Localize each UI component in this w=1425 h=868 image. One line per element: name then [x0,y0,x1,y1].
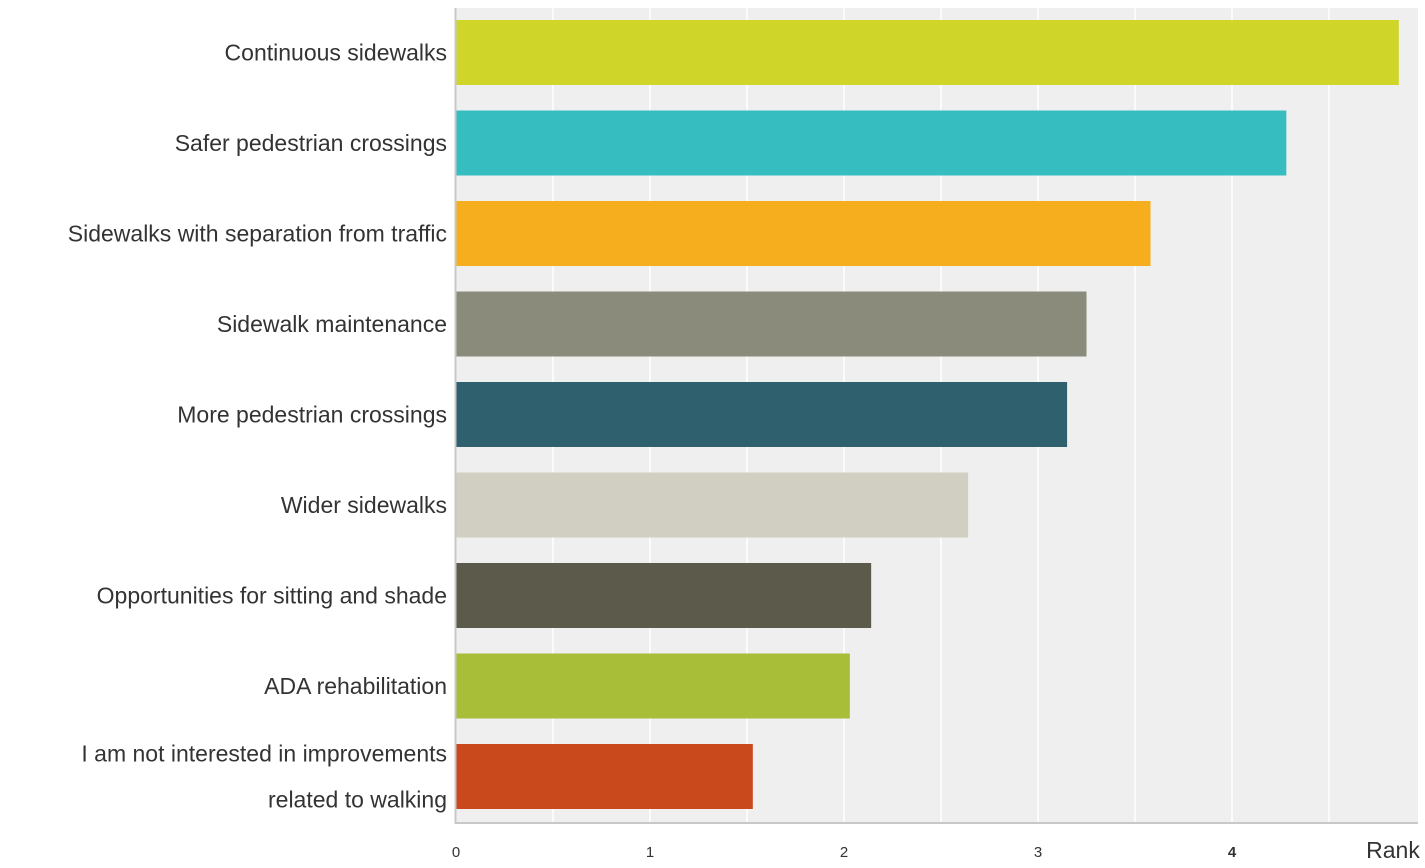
category-label: Opportunities for sitting and shade [97,583,447,609]
category-label: ADA rehabilitation [264,673,447,699]
x-tick-label: 1 [646,844,654,861]
x-tick-label: 4 [1228,844,1237,861]
bar [456,291,1087,357]
category-label: Sidewalk maintenance [217,311,447,337]
category-label: I am not interested in improvements [81,741,447,767]
category-label: Wider sidewalks [281,492,447,518]
bar [456,201,1151,266]
x-tick-label: 3 [1034,844,1042,861]
category-label: related to walking [268,787,447,813]
category-labels: Continuous sidewalks Safer pedestrian cro… [68,40,447,813]
category-label: Sidewalks with separation from traffic [68,221,447,247]
bar [456,382,1068,447]
x-tick-label: 2 [840,844,848,861]
bar [456,563,872,628]
bar [456,110,1287,176]
bar [456,472,969,538]
x-tick-label: 0 [452,844,460,861]
bar [456,653,850,719]
bars [456,20,1399,809]
category-label: Safer pedestrian crossings [175,130,447,156]
category-label: Continuous sidewalks [225,40,447,66]
category-label: More pedestrian crossings [177,402,447,428]
x-tick-labels: 0 1 2 3 4 [452,844,1237,861]
bar [456,20,1399,85]
axes [454,8,1418,824]
bar [456,744,753,809]
x-axis-label: Rank [1366,837,1420,863]
